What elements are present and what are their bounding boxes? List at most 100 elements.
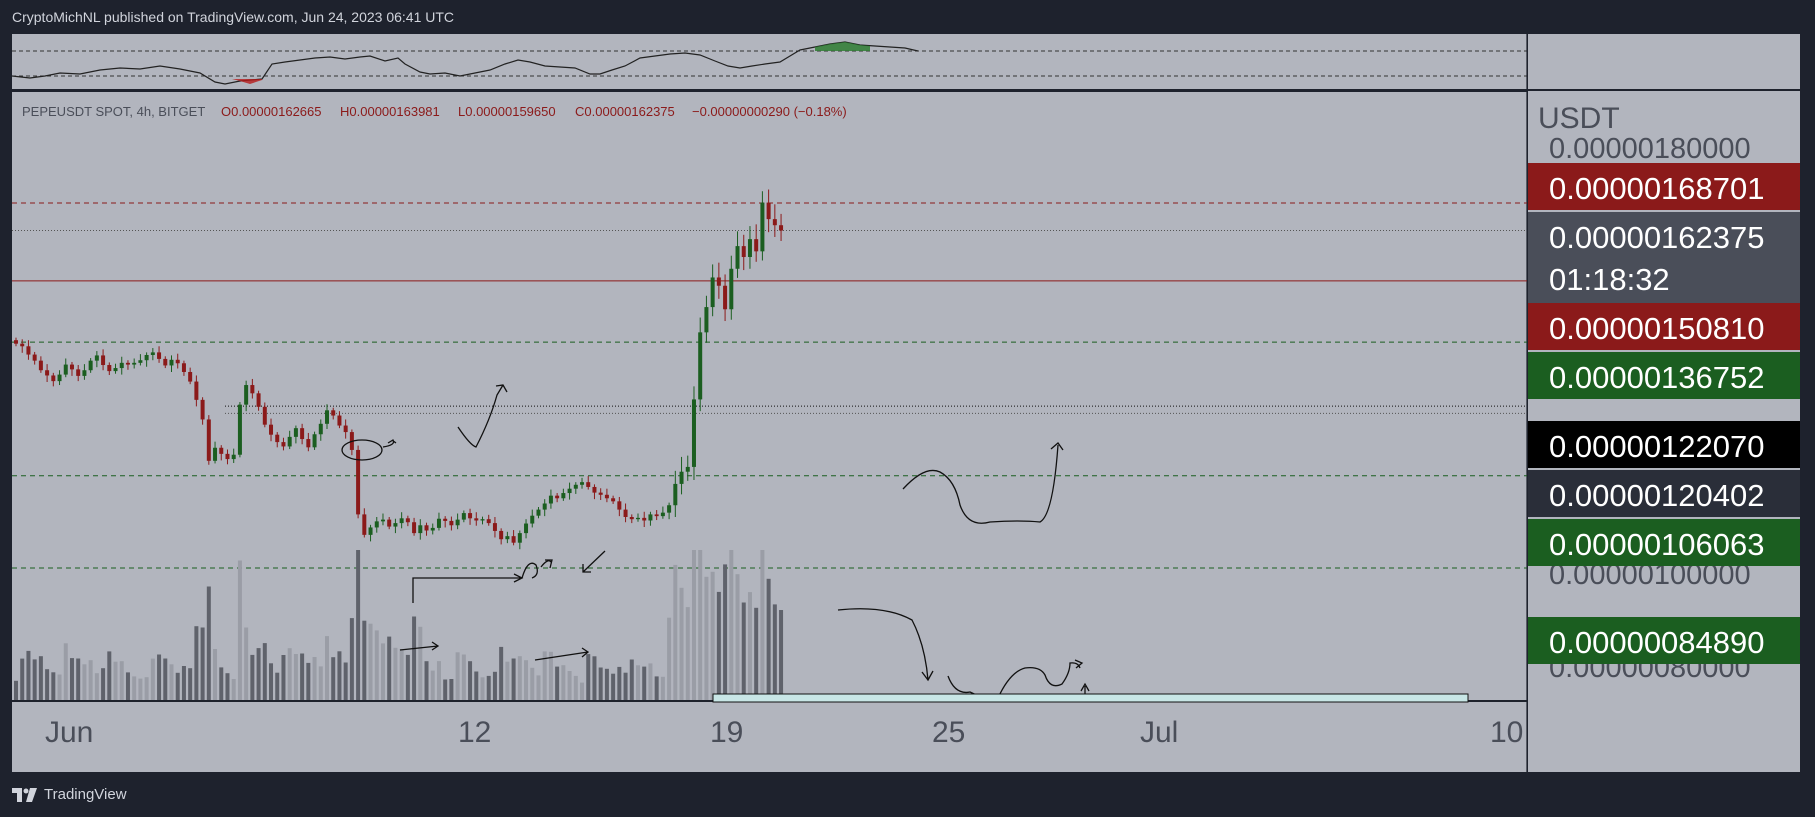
candle-body	[542, 503, 547, 510]
candle-body	[729, 268, 734, 310]
price-label-text: 0.00000084890	[1549, 625, 1765, 660]
legend-open: O0.00000162665	[221, 104, 321, 119]
candle-body	[436, 518, 441, 528]
candle-body	[76, 369, 81, 376]
rsi-oversold-fill	[232, 79, 262, 84]
volume-bar	[698, 550, 703, 700]
annotation-rectangle	[712, 693, 1469, 703]
volume-bar	[300, 653, 305, 700]
candle-body	[244, 385, 249, 405]
volume-bar	[536, 675, 541, 700]
volume-bar	[26, 650, 31, 700]
candle-body	[723, 285, 728, 310]
candle-body	[555, 495, 560, 499]
volume-bar	[567, 671, 572, 700]
volume-bar	[455, 652, 460, 700]
volume-bar	[393, 647, 398, 700]
annotation-arrow-small-2	[534, 647, 590, 661]
candle-body	[524, 523, 529, 534]
candle-body	[374, 521, 379, 528]
candle-body	[57, 374, 62, 382]
candle-body	[262, 406, 267, 425]
volume-bar	[194, 626, 199, 700]
price-label-text: 0.00000162375	[1549, 220, 1765, 255]
volume-bar	[598, 667, 603, 700]
x-tick-label: 25	[932, 716, 965, 749]
hand-drawn-annotations	[341, 384, 1090, 700]
candle-body	[691, 399, 696, 467]
volume-bar	[449, 679, 454, 700]
volume-bar	[63, 643, 68, 700]
volume-bar	[629, 659, 634, 700]
countdown-label: 01:18:32	[1549, 262, 1670, 297]
candle-body	[405, 518, 410, 523]
candle-body	[685, 466, 690, 472]
volume-bar	[716, 591, 721, 700]
candle-body	[163, 358, 168, 366]
candle-body	[368, 527, 373, 535]
volume-bar	[685, 607, 690, 700]
candle-body	[45, 370, 50, 376]
volume-bar	[592, 656, 597, 700]
candle-body	[393, 523, 398, 527]
candle-body	[32, 354, 37, 361]
price-label-box	[1528, 212, 1800, 305]
annotation-wave	[947, 659, 1084, 700]
volume-bar	[461, 654, 466, 700]
volume-bar	[269, 663, 274, 700]
candle-body	[611, 498, 616, 502]
candle-body	[101, 355, 106, 366]
candle-body	[331, 410, 336, 416]
candle-body	[119, 362, 124, 369]
candle-body	[399, 518, 404, 524]
candle-body	[287, 436, 292, 447]
annotation-arrow-small-1	[399, 641, 440, 651]
volume-bar	[704, 576, 709, 700]
volume-bar	[275, 672, 280, 700]
candle-body	[561, 493, 566, 499]
volume-bar	[169, 664, 174, 700]
volume-bar	[312, 657, 317, 700]
volume-bar	[318, 666, 323, 700]
volume-bar	[623, 672, 628, 700]
candle-body	[188, 371, 193, 382]
volume-bar	[107, 651, 112, 700]
volume-bar	[405, 654, 410, 700]
volume-bar	[548, 651, 553, 700]
candle-body	[225, 453, 230, 460]
price-label-text: 0.00000136752	[1549, 360, 1765, 395]
volume-bar	[206, 586, 211, 700]
volume-bar	[443, 679, 448, 700]
volume-bar	[82, 664, 87, 700]
volume-bar	[262, 643, 267, 700]
rsi-overbought-fill	[815, 42, 870, 51]
x-tick-label: Jun	[45, 716, 93, 749]
candle-body	[200, 399, 205, 420]
candle-body	[760, 202, 765, 252]
volume-bar	[163, 658, 168, 700]
candle-body	[443, 518, 448, 521]
candle-body	[766, 202, 771, 220]
legend-high: H0.00000163981	[340, 104, 440, 119]
legend-close: C0.00000162375	[575, 104, 675, 119]
price-label-box	[1528, 352, 1800, 399]
candle-body	[660, 512, 665, 517]
volume-bar	[604, 668, 609, 700]
volume-bar	[723, 564, 728, 700]
candle-body	[623, 509, 628, 518]
price-label-box	[1528, 303, 1800, 350]
candle-body	[356, 449, 361, 515]
volume-bar	[356, 550, 361, 700]
candle-body	[69, 364, 74, 370]
volume-bar	[486, 675, 491, 700]
rsi-pane	[12, 34, 1527, 89]
volume-bar	[181, 666, 186, 700]
volume-bar	[38, 656, 43, 700]
candle-body	[362, 514, 367, 535]
candle-body	[517, 533, 522, 543]
currency-label: USDT	[1538, 102, 1620, 135]
footer-brand: TradingView	[44, 786, 127, 803]
candle-body	[673, 483, 678, 506]
volume-bar	[200, 627, 205, 700]
